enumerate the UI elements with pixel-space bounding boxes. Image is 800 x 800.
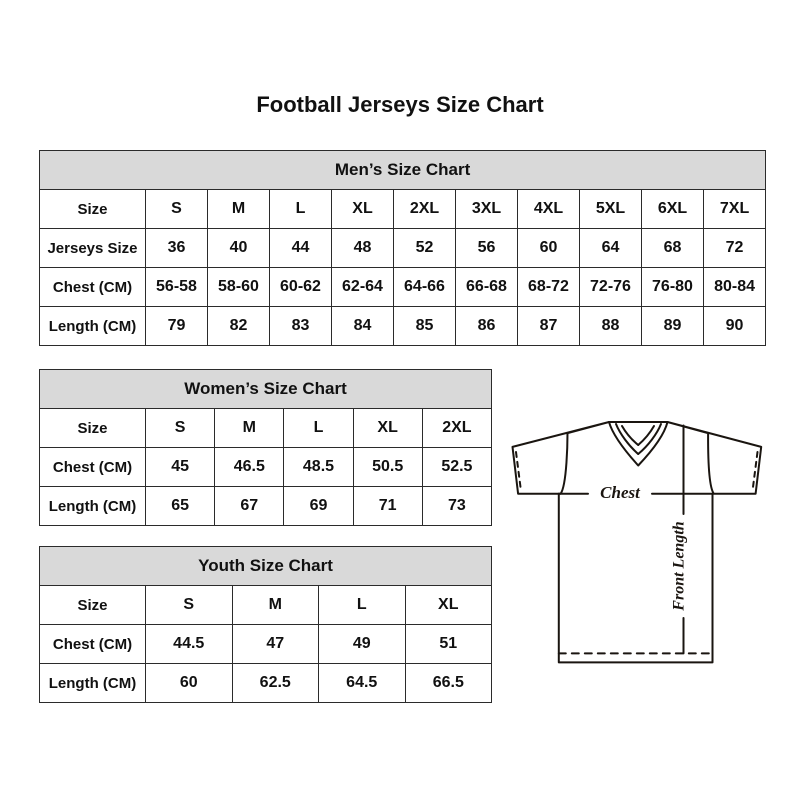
svg-text:Chest: Chest bbox=[600, 483, 641, 502]
svg-text:Front Length: Front Length bbox=[671, 521, 688, 611]
